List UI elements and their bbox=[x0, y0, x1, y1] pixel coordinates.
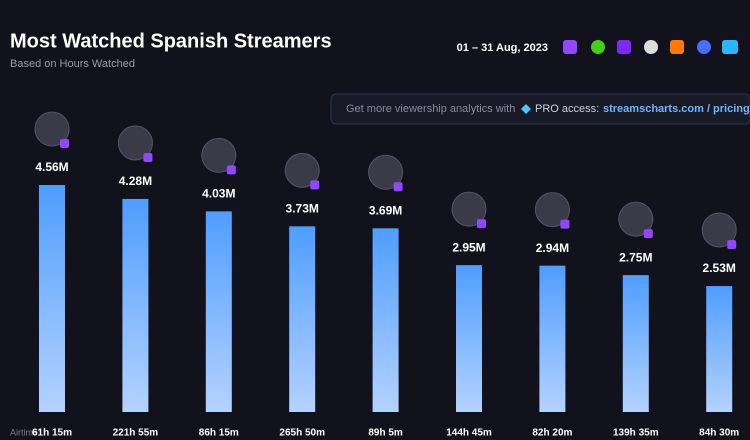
chart-title: Most Watched Spanish Streamers bbox=[10, 30, 332, 52]
bar bbox=[122, 198, 149, 412]
value-label: 2.94M bbox=[536, 241, 569, 255]
value-label: 3.69M bbox=[369, 203, 402, 217]
bar bbox=[622, 275, 649, 412]
avatar bbox=[368, 154, 404, 190]
avatar-badge bbox=[143, 152, 153, 162]
diamond-icon bbox=[521, 104, 531, 114]
avatar-badge bbox=[226, 165, 236, 175]
airtime-value: 84h 30m bbox=[699, 428, 739, 439]
airtime-value: 139h 35m bbox=[613, 428, 659, 439]
banner-link[interactable]: streamscharts.com / pricing bbox=[603, 103, 750, 115]
bar bbox=[539, 265, 566, 412]
avatar bbox=[34, 111, 70, 147]
avatar-badge bbox=[477, 219, 486, 229]
avatar bbox=[117, 125, 153, 161]
avatar bbox=[201, 137, 237, 173]
value-label: 4.56M bbox=[35, 160, 68, 174]
airtime-value: 265h 50m bbox=[279, 428, 325, 439]
airtime-value: 144h 45m bbox=[446, 428, 492, 439]
banner[interactable] bbox=[330, 93, 750, 125]
airtime-value: 61h 15m bbox=[32, 428, 72, 439]
avatar bbox=[284, 152, 320, 188]
bar bbox=[706, 286, 733, 412]
bar bbox=[205, 211, 232, 412]
value-label: 2.75M bbox=[619, 250, 652, 264]
value-label: 2.95M bbox=[452, 240, 485, 254]
bar bbox=[289, 226, 316, 412]
avatar bbox=[618, 201, 654, 237]
date-range: 01 – 31 Aug, 2023 bbox=[457, 42, 548, 54]
value-label: 4.28M bbox=[119, 174, 152, 188]
avatar bbox=[534, 192, 570, 228]
airtime-value: 221h 55m bbox=[113, 428, 159, 439]
avatar-badge bbox=[560, 219, 570, 229]
avatar-badge bbox=[60, 139, 69, 148]
value-label: 4.03M bbox=[202, 187, 235, 201]
avatar bbox=[451, 191, 487, 227]
value-label: 3.73M bbox=[286, 201, 319, 215]
avatar-badge bbox=[727, 240, 737, 250]
airtime-value: 82h 20m bbox=[532, 428, 572, 439]
chart-subtitle: Based on Hours Watched bbox=[10, 58, 135, 70]
value-label: 2.53M bbox=[703, 261, 736, 275]
bar bbox=[372, 228, 399, 412]
avatar-badge bbox=[393, 182, 403, 192]
avatar bbox=[701, 212, 737, 248]
platform-icons bbox=[563, 40, 738, 54]
banner-text: Get more viewership analytics with bbox=[346, 103, 515, 115]
avatar-badge bbox=[643, 229, 653, 239]
avatar-badge bbox=[310, 180, 320, 190]
bar bbox=[456, 265, 482, 412]
airtime-label: Airtime: bbox=[10, 427, 41, 437]
airtime-value: 86h 15m bbox=[199, 428, 239, 439]
banner-pro: PRO access: bbox=[535, 103, 599, 115]
airtime-value: 89h 5m bbox=[368, 428, 403, 439]
bar bbox=[39, 185, 65, 412]
